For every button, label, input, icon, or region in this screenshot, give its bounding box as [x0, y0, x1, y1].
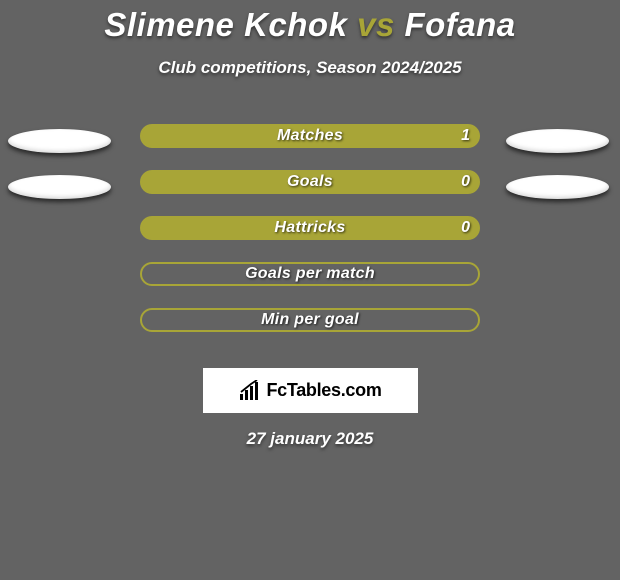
- vs-text: vs: [357, 6, 395, 43]
- stat-bar: Goals per match: [140, 262, 480, 286]
- right-ellipse: [506, 129, 609, 153]
- logo: FcTables.com: [238, 380, 381, 402]
- stat-row: Goals 0: [0, 168, 620, 214]
- stat-bar: Matches 1: [140, 124, 480, 148]
- stat-row: Min per goal: [0, 306, 620, 352]
- player1-name: Slimene Kchok: [104, 6, 347, 43]
- chart-icon: [238, 380, 264, 402]
- stat-bar: Min per goal: [140, 308, 480, 332]
- stat-row: Matches 1: [0, 122, 620, 168]
- left-ellipse: [8, 175, 111, 199]
- player2-name: Fofana: [404, 6, 515, 43]
- stat-label: Goals per match: [245, 265, 375, 283]
- stat-bar: Goals 0: [140, 170, 480, 194]
- stat-row: Goals per match: [0, 260, 620, 306]
- page-title: Slimene Kchok vs Fofana: [0, 6, 620, 44]
- comparison-card: Slimene Kchok vs Fofana Club competition…: [0, 0, 620, 449]
- logo-text: FcTables.com: [266, 380, 381, 401]
- right-ellipse: [506, 175, 609, 199]
- left-ellipse: [8, 129, 111, 153]
- stat-value: 1: [461, 126, 470, 146]
- date-text: 27 january 2025: [0, 429, 620, 449]
- stat-rows: Matches 1 Goals 0 Hattricks 0 Goals per match M…: [0, 122, 620, 352]
- stat-value: 0: [461, 172, 470, 192]
- stat-row: Hattricks 0: [0, 214, 620, 260]
- stat-label: Goals: [287, 173, 333, 191]
- stat-label: Hattricks: [274, 219, 345, 237]
- logo-box: FcTables.com: [203, 368, 418, 413]
- stat-bar: Hattricks 0: [140, 216, 480, 240]
- stat-value: 0: [461, 218, 470, 238]
- subtitle: Club competitions, Season 2024/2025: [0, 58, 620, 78]
- stat-label: Matches: [277, 127, 343, 145]
- stat-label: Min per goal: [261, 311, 359, 329]
